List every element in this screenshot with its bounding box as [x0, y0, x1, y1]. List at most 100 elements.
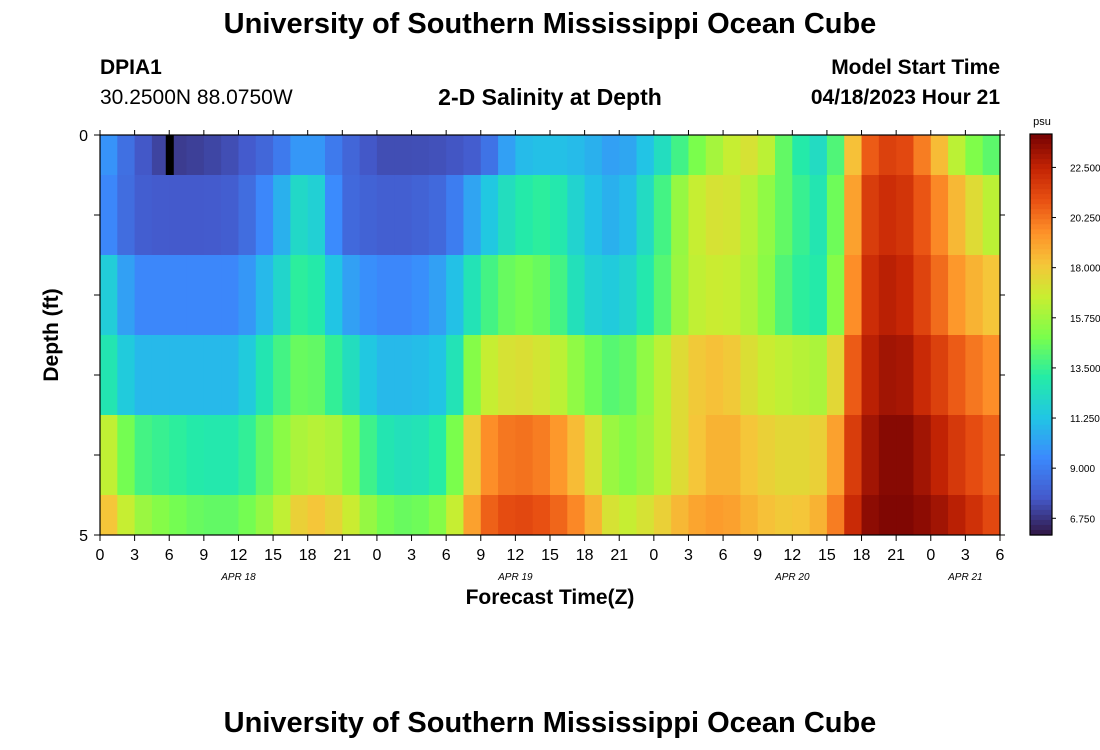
heatmap-cell	[775, 175, 793, 255]
heatmap-cell	[446, 255, 465, 335]
heatmap-cell	[376, 495, 395, 535]
colorbar-segment	[1030, 414, 1052, 421]
heatmap-cell	[861, 175, 880, 255]
heatmap-cell	[930, 175, 949, 255]
heatmap-cell	[376, 415, 395, 495]
heatmap-cell	[930, 335, 949, 415]
heatmap-cell	[653, 175, 672, 255]
x-tick-label: 18	[853, 547, 871, 564]
heatmap-cell	[688, 175, 707, 255]
heatmap-cell	[705, 255, 724, 335]
x-tick-label: 9	[476, 547, 485, 564]
heatmap-cell	[792, 495, 811, 535]
x-tick-label: 21	[887, 547, 905, 564]
colorbar-segment	[1030, 449, 1052, 456]
heatmap-cell	[307, 335, 326, 415]
colorbar-segment	[1030, 459, 1052, 466]
heatmap-cell	[411, 255, 430, 335]
heatmap-cell	[273, 175, 291, 255]
heatmap-cell	[688, 495, 707, 535]
x-tick-label: 15	[818, 547, 836, 564]
heatmap-cell	[965, 135, 984, 175]
heatmap-cell	[965, 415, 984, 495]
colorbar-segment	[1030, 479, 1052, 486]
heatmap-cell	[273, 495, 291, 535]
heatmap-cell	[238, 415, 257, 495]
heatmap-cell	[775, 335, 793, 415]
colorbar-segment	[1030, 299, 1052, 306]
heatmap-cell	[757, 175, 776, 255]
heatmap-cell	[861, 415, 880, 495]
heatmap-cell	[982, 335, 1001, 415]
heatmap-cell	[498, 175, 516, 255]
heatmap-cell	[723, 175, 741, 255]
colorbar-segment	[1030, 409, 1052, 416]
colorbar-segment	[1030, 504, 1052, 511]
colorbar-segment	[1030, 194, 1052, 200]
heatmap-cell	[151, 255, 170, 335]
heatmap-cell	[515, 255, 534, 335]
colorbar-segment	[1030, 374, 1052, 381]
heatmap-cell	[134, 495, 153, 535]
plot-title: 2-D Salinity at Depth	[438, 84, 662, 110]
heatmap-cell	[100, 255, 118, 335]
heatmap-cell	[169, 495, 188, 535]
heatmap-cell	[567, 175, 586, 255]
heatmap-cell	[965, 335, 984, 415]
y-tick-label: 5	[79, 528, 88, 545]
colorbar-tick-label: 6.750	[1070, 514, 1095, 525]
heatmap-cell	[134, 415, 153, 495]
colorbar-tick-label: 9.000	[1070, 464, 1095, 475]
colorbar-segment	[1030, 224, 1052, 230]
heatmap-cell	[325, 175, 343, 255]
heatmap-cell	[567, 415, 586, 495]
x-tick-label: 12	[506, 547, 524, 564]
colorbar-segment	[1030, 179, 1052, 185]
heatmap-cell	[826, 335, 845, 415]
heatmap-cell	[169, 175, 188, 255]
colorbar-segment	[1030, 439, 1052, 446]
heatmap-cell	[428, 255, 447, 335]
heatmap-cell	[688, 415, 707, 495]
x-tick-label: 3	[130, 547, 139, 564]
heatmap-cell	[930, 415, 949, 495]
heatmap-cell	[567, 255, 586, 335]
x-tick-label: 18	[576, 547, 594, 564]
colorbar-segment	[1030, 494, 1052, 501]
heatmap-cell	[117, 415, 136, 495]
heatmap-cell	[255, 335, 274, 415]
colorbar-tick-label: 20.250	[1070, 214, 1100, 225]
colorbar-segment	[1030, 464, 1052, 471]
heatmap-cell	[809, 415, 828, 495]
heatmap-cell	[550, 175, 568, 255]
colorbar-segment	[1030, 484, 1052, 491]
colorbar-segment	[1030, 339, 1052, 346]
colorbar-segment	[1030, 329, 1052, 336]
heatmap-cell	[498, 135, 516, 175]
heatmap-cell	[688, 255, 707, 335]
colorbar-segment	[1030, 359, 1052, 366]
heatmap-cell	[584, 175, 603, 255]
heatmap-cell	[428, 495, 447, 535]
heatmap-cell	[221, 175, 240, 255]
colorbar-segment	[1030, 454, 1052, 461]
x-tick-label: 21	[610, 547, 628, 564]
heatmap-cell	[255, 495, 274, 535]
heatmap-cell	[982, 175, 1001, 255]
heatmap-cell	[290, 495, 309, 535]
heatmap-cell	[792, 255, 811, 335]
heatmap-cell	[411, 415, 430, 495]
colorbar-segment	[1030, 244, 1052, 250]
heatmap-cell	[325, 255, 343, 335]
heatmap-cell	[688, 335, 707, 415]
heatmap-cell	[913, 335, 932, 415]
heatmap-cell	[307, 135, 326, 175]
heatmap-cell	[498, 335, 516, 415]
heatmap-cell	[584, 415, 603, 495]
heatmap-cell	[723, 335, 741, 415]
heatmap-cell	[480, 135, 499, 175]
colorbar-segment	[1030, 324, 1052, 331]
colorbar-segment	[1030, 314, 1052, 321]
heatmap-cell	[325, 335, 343, 415]
